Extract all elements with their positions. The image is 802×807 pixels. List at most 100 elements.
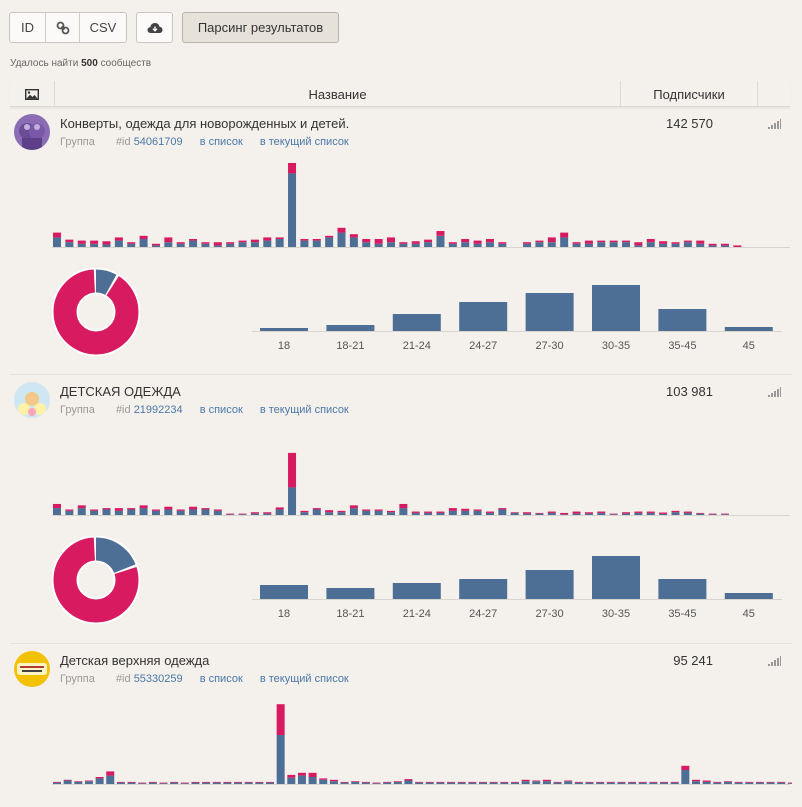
activity-bar-blue [337, 512, 346, 515]
activity-bar-blue [696, 513, 705, 515]
export-button-group: ID CSV [9, 12, 127, 43]
group-avatar[interactable] [14, 114, 50, 150]
activity-bar-blue [386, 512, 395, 515]
activity-bar-blue [424, 242, 433, 247]
activity-bar-pink [646, 511, 655, 513]
activity-bar-blue [139, 508, 148, 515]
group-id-link[interactable]: 54061709 [133, 136, 183, 148]
group-name[interactable]: Конверты, одежда для новорожденных и дет… [60, 116, 350, 131]
activity-bar-pink [425, 781, 434, 783]
add-to-current-list-link[interactable]: в текущий список [259, 673, 349, 685]
activity-bar-pink [692, 779, 700, 782]
signal-bars-icon[interactable] [768, 387, 781, 397]
activity-bar-pink [361, 781, 370, 783]
activity-chart [52, 452, 790, 516]
activity-bar-pink [312, 239, 321, 241]
age-bar [525, 293, 574, 331]
activity-bar-blue [102, 509, 111, 515]
activity-bar-pink [585, 781, 594, 783]
activity-bar-blue [386, 242, 395, 247]
activity-bar-pink [176, 509, 185, 511]
activity-bar-blue [723, 781, 732, 784]
activity-bar-blue [77, 508, 86, 515]
age-bar [658, 579, 707, 599]
activity-bar-blue [300, 240, 309, 247]
activity-bar-pink [415, 781, 424, 783]
group-avatar[interactable] [14, 651, 50, 687]
column-header-name[interactable]: Название [55, 81, 621, 107]
add-to-current-list-link[interactable]: в текущий список [259, 136, 349, 148]
link-icon [56, 21, 69, 34]
activity-bar-blue [114, 510, 123, 515]
activity-bar-blue [609, 514, 618, 515]
activity-bar-pink [325, 510, 334, 513]
activity-bar-blue [212, 782, 221, 784]
add-to-list-link[interactable]: в список [199, 673, 243, 685]
activity-bar-pink [436, 231, 445, 236]
activity-bar-blue [374, 510, 383, 515]
activity-bar-blue [411, 512, 420, 515]
activity-bar-pink [671, 242, 680, 244]
activity-bar-pink [584, 240, 593, 244]
activity-bar-blue [275, 509, 284, 515]
activity-bar-blue [713, 782, 722, 784]
age-tick-label: 18 [277, 340, 291, 352]
activity-bar-blue [671, 243, 680, 247]
activity-bar-pink [189, 506, 198, 510]
parse-results-button[interactable]: Парсинг результатов [182, 12, 339, 43]
export-link-button[interactable] [46, 13, 80, 42]
activity-bar-blue [263, 513, 272, 515]
add-to-list-link[interactable]: в список [199, 136, 243, 148]
group-id-prefix: #id [115, 404, 131, 416]
age-tick-label: 27-30 [535, 340, 564, 352]
activity-bar-pink [393, 781, 402, 782]
activity-bar-pink [53, 781, 61, 783]
activity-bar-blue [238, 242, 247, 247]
age-bar [658, 309, 707, 331]
group-id-link[interactable]: 55330259 [133, 673, 183, 685]
group-name[interactable]: ДЕТСКАЯ ОДЕЖДА [60, 384, 181, 399]
group-id-link[interactable]: 21992234 [133, 404, 183, 416]
group-name[interactable]: Детская верхняя одежда [60, 653, 210, 668]
group-subscribers: 103 981 [666, 384, 713, 399]
signal-bars-icon[interactable] [768, 656, 781, 666]
signal-bars-icon[interactable] [768, 119, 781, 129]
activity-bar-blue [547, 512, 556, 515]
activity-bar-blue [65, 242, 74, 247]
export-csv-button[interactable]: CSV [89, 20, 117, 35]
group-avatar[interactable] [14, 382, 50, 418]
export-id-button[interactable]: ID [10, 13, 46, 42]
activity-bar-pink [638, 781, 647, 783]
column-header-image[interactable] [10, 81, 55, 107]
activity-bar-pink [114, 508, 123, 511]
activity-bar-pink [312, 508, 321, 510]
activity-bar-blue [479, 782, 487, 784]
age-bar [459, 579, 508, 599]
activity-bar-blue [349, 508, 358, 515]
activity-bar-pink [411, 511, 420, 513]
activity-bar-blue [646, 242, 655, 247]
column-header-subscribers[interactable]: Подписчики [621, 81, 758, 107]
activity-bar-blue [485, 242, 494, 247]
add-to-current-list-link[interactable]: в текущий список [259, 404, 349, 416]
activity-bar-blue [766, 782, 775, 784]
activity-bar-blue [670, 782, 679, 784]
activity-bar-pink [523, 512, 532, 514]
activity-bar-pink [560, 232, 569, 238]
add-to-list-link[interactable]: в список [199, 404, 243, 416]
activity-bar-blue [63, 780, 72, 784]
activity-bar-pink [564, 780, 573, 782]
activity-bar-pink [447, 781, 456, 783]
activity-bar-blue [542, 781, 551, 784]
activity-bar-blue [436, 235, 445, 247]
gender-donut-chart [52, 536, 140, 624]
activity-bar-blue [596, 782, 605, 784]
activity-bar-pink [535, 240, 544, 243]
activity-bar-blue [164, 509, 173, 515]
donut-slice-male [53, 537, 139, 623]
activity-bar-pink [127, 781, 136, 783]
activity-bar-pink [584, 512, 593, 514]
activity-bar-pink [201, 242, 210, 244]
activity-bar-pink [95, 777, 104, 779]
cloud-download-button[interactable] [136, 12, 173, 43]
